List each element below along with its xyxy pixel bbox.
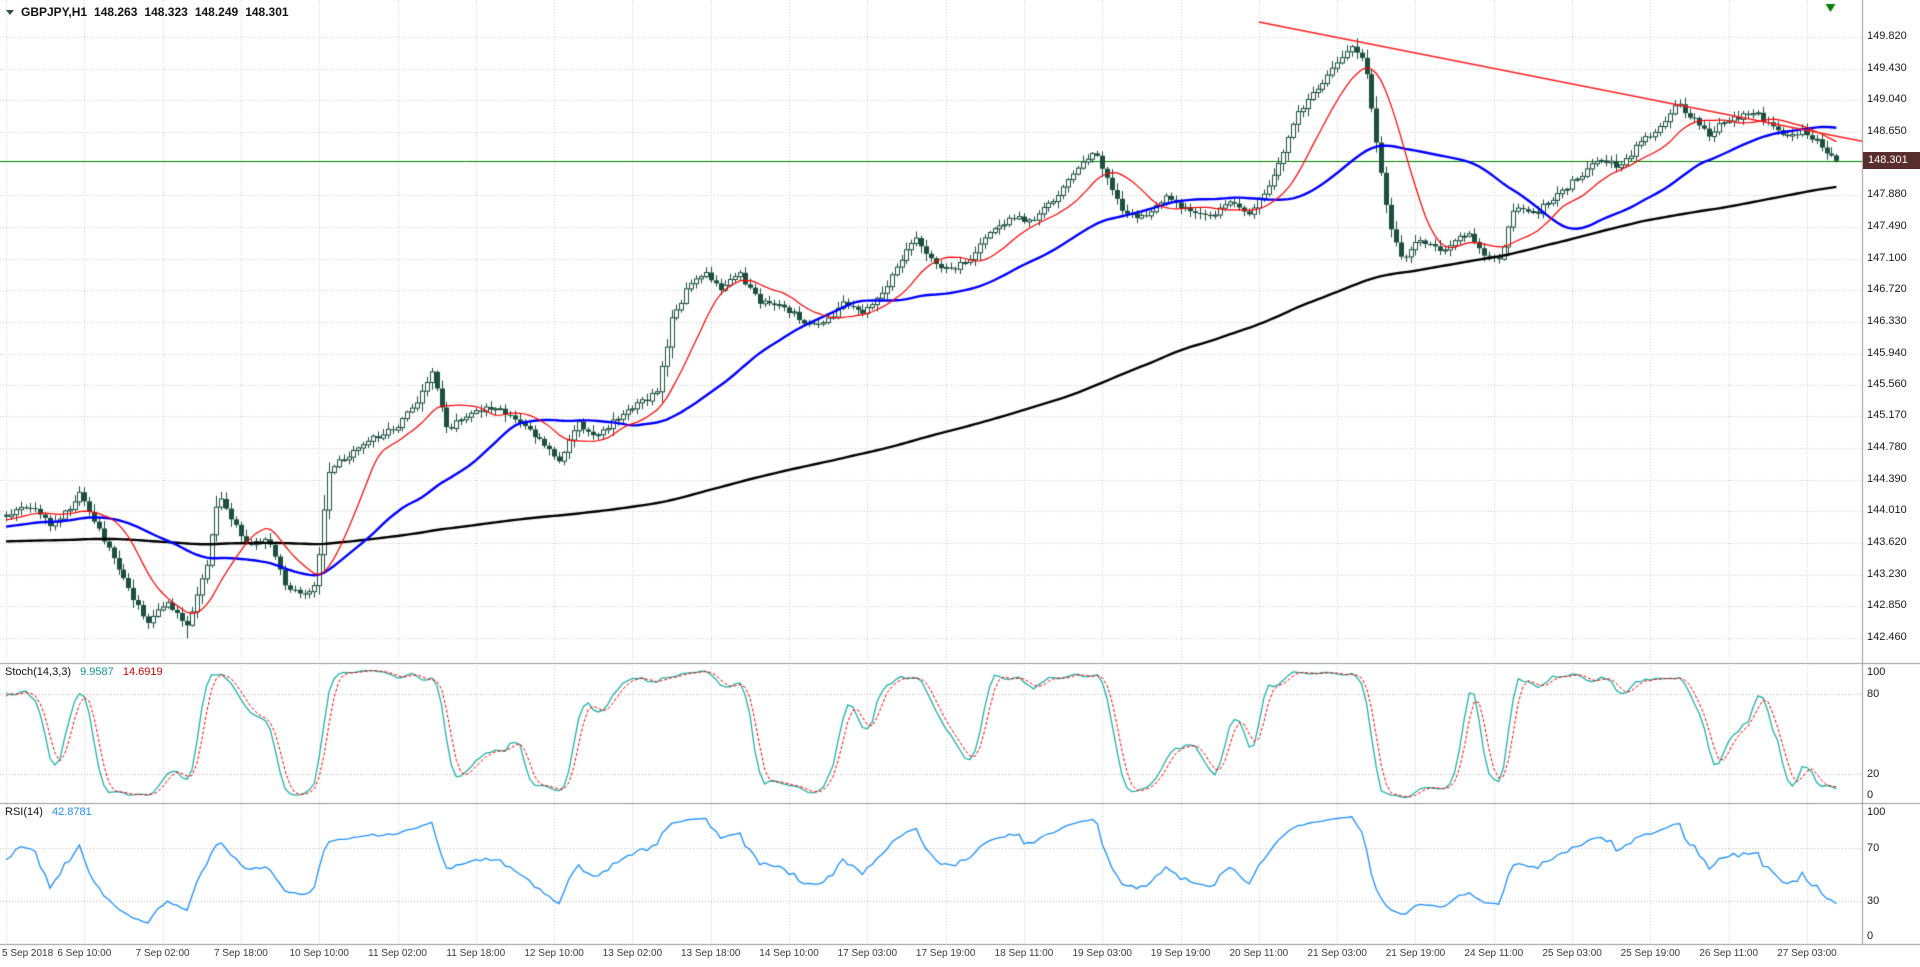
time-axis-label: 18 Sep 11:00 — [994, 948, 1054, 959]
chart-header: GBPJPY,H1 148.263 148.323 148.249 148.30… — [6, 5, 289, 19]
time-axis-label: 27 Sep 03:00 — [1777, 948, 1837, 959]
time-axis-label: 7 Sep 02:00 — [135, 948, 190, 959]
price-axis-label: 148.650 — [1867, 125, 1907, 138]
time-axis-label: 19 Sep 19:00 — [1150, 948, 1211, 959]
symbol-period-label: GBPJPY,H1 — [21, 5, 88, 19]
price-axis-label: 143.230 — [1867, 567, 1907, 580]
price-axis-label: 142.850 — [1867, 598, 1907, 611]
price-axis-label: 144.010 — [1867, 504, 1907, 517]
time-axis-label: 5 Sep 2018 — [2, 948, 54, 959]
stoch-axis-label: 20 — [1867, 767, 1880, 780]
rsi-name: RSI(14) — [5, 806, 43, 818]
time-axis-label: 7 Sep 18:00 — [213, 948, 268, 959]
price-axis-label: 149.820 — [1867, 29, 1907, 42]
time-axis-label: 11 Sep 18:00 — [446, 948, 506, 959]
ohlc-high-value: 148.323 — [144, 5, 188, 19]
price-axis-label: 144.780 — [1867, 441, 1907, 454]
time-axis-label: 17 Sep 03:00 — [837, 948, 898, 959]
time-axis-label: 26 Sep 11:00 — [1699, 948, 1759, 959]
ohlc-open-value: 148.263 — [94, 5, 138, 19]
price-axis-label: 149.040 — [1867, 93, 1907, 106]
stoch-name: Stoch(14,3,3) — [5, 666, 72, 678]
time-axis-label: 19 Sep 03:00 — [1072, 948, 1133, 959]
stoch-main-value: 9.9587 — [80, 666, 114, 678]
price-axis-label: 145.560 — [1867, 377, 1907, 390]
ohlc-low-value: 148.249 — [194, 5, 239, 19]
stoch-axis-label: 100 — [1867, 666, 1886, 678]
price-axis-label: 142.460 — [1867, 630, 1907, 643]
stoch-axis-label: 0 — [1867, 789, 1874, 801]
price-axis-label: 144.390 — [1867, 473, 1907, 486]
time-axis-label: 14 Sep 10:00 — [759, 948, 819, 959]
stoch-axis-label: 80 — [1867, 688, 1880, 701]
time-axis-label: 25 Sep 19:00 — [1620, 948, 1681, 959]
price-axis-label: 147.490 — [1867, 219, 1907, 232]
time-axis-label: 17 Sep 19:00 — [915, 948, 976, 959]
price-axis-label: 143.620 — [1867, 535, 1907, 548]
time-axis-label: 25 Sep 03:00 — [1542, 948, 1602, 959]
stoch-indicator-label: Stoch(14,3,3) 9.9587 14.6919 — [5, 666, 169, 678]
price-axis-label: 146.720 — [1867, 282, 1907, 295]
price-axis-label: 147.880 — [1867, 188, 1907, 201]
stoch-signal-value: 14.6919 — [122, 666, 163, 678]
rsi-axis-label: 30 — [1867, 895, 1880, 908]
price-axis-label: 146.330 — [1867, 314, 1907, 327]
time-axis-label: 21 Sep 03:00 — [1307, 948, 1367, 959]
price-axis-label: 145.940 — [1867, 346, 1907, 359]
ohlc-close-value: 148.301 — [245, 5, 289, 19]
rsi-value: 42.8781 — [51, 806, 92, 818]
time-axis-label: 11 Sep 02:00 — [368, 948, 427, 959]
price-axis-label: 145.170 — [1867, 409, 1907, 422]
price-axis-label: 149.430 — [1867, 61, 1907, 74]
price-axis-label: 147.100 — [1867, 251, 1907, 264]
rsi-axis-label: 100 — [1867, 806, 1886, 818]
time-axis-label: 13 Sep 02:00 — [602, 948, 663, 959]
current-price-tag: 148.301 — [1863, 151, 1920, 169]
rsi-indicator-label: RSI(14) 42.8781 — [5, 806, 98, 818]
time-axis-label: 10 Sep 10:00 — [289, 948, 349, 959]
time-axis-label: 24 Sep 11:00 — [1464, 948, 1524, 959]
symbol-dropdown-icon[interactable] — [6, 9, 14, 15]
time-axis-label: 13 Sep 18:00 — [680, 948, 741, 959]
time-axis-label: 21 Sep 19:00 — [1385, 948, 1446, 959]
time-axis-label: 12 Sep 10:00 — [524, 948, 584, 959]
rsi-axis-label: 70 — [1867, 841, 1880, 854]
time-axis-label: 6 Sep 10:00 — [57, 948, 112, 959]
rsi-axis-label: 0 — [1867, 930, 1874, 942]
time-axis-label: 20 Sep 11:00 — [1229, 948, 1289, 959]
